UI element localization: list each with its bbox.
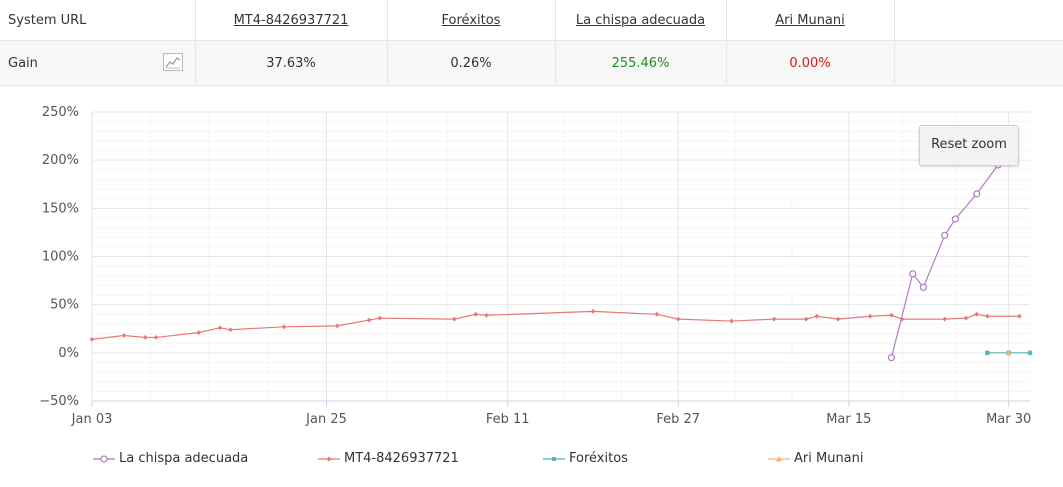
data-point [196, 330, 201, 336]
system-link-ari-munani[interactable]: Ari Munani [775, 12, 845, 28]
series-2 [89, 309, 1022, 342]
system-link-mt4[interactable]: MT4-8426937721 [233, 12, 349, 28]
system-link-cell: Foréxitos [387, 0, 556, 41]
data-point [963, 315, 969, 321]
data-point [941, 231, 949, 239]
series-4 [1005, 349, 1012, 356]
system-url-label: System URL [0, 0, 196, 41]
minor-grid [92, 112, 1030, 401]
data-point [889, 312, 894, 318]
data-point [887, 354, 896, 362]
data-point [483, 312, 489, 318]
data-point [89, 336, 95, 342]
gain-chart: −50% 0% 50% 100% 150% 200% 250% Jan 03 Jan 25 Fe… [39, 105, 1033, 427]
legend: La chispa adecuada MT4-8426937721 Foréxi… [0, 448, 1063, 470]
series-line [890, 164, 999, 358]
reset-zoom-button[interactable]: Reset zoom [919, 125, 1019, 166]
gain-label: Gain [8, 55, 38, 71]
data-point [473, 311, 479, 317]
x-tick-label: Feb 11 [486, 412, 530, 427]
data-point [729, 318, 734, 324]
gain-value-la-chispa: 255.46% [555, 40, 727, 86]
data-point [1005, 349, 1012, 356]
x-axis-labels: Jan 03 Jan 25 Feb 11 Feb 27 Mar 15 Mar 30 [71, 412, 1032, 427]
data-point [654, 311, 660, 317]
data-point [377, 315, 383, 321]
legend-label: La chispa adecuada [119, 451, 249, 466]
y-tick-label: 0% [58, 346, 79, 361]
y-axis-labels: −50% 0% 50% 100% 150% 200% 250% [39, 105, 79, 409]
gain-label-cell: Gain [0, 40, 196, 86]
axes [91, 400, 1030, 407]
x-tick-label: Mar 15 [826, 412, 871, 427]
series-layer [89, 161, 1033, 362]
system-link-cell: La chispa adecuada [555, 0, 727, 41]
data-point [867, 313, 873, 319]
series-line [91, 310, 1020, 340]
data-point [334, 323, 340, 329]
data-point [217, 325, 223, 331]
data-point [919, 283, 928, 291]
data-point [814, 313, 820, 319]
empty-cell [894, 40, 1063, 86]
data-point [899, 316, 905, 322]
data-point [366, 317, 372, 323]
system-link-cell: Ari Munani [726, 0, 895, 41]
legend-label: Foréxitos [569, 451, 628, 466]
data-point [909, 270, 917, 278]
data-point [835, 316, 841, 322]
empty-cell [894, 0, 1063, 41]
comparison-table: System URL MT4-8426937721 Foréxitos La c… [0, 0, 1063, 86]
y-tick-label: 250% [42, 105, 79, 120]
data-point [1027, 350, 1033, 356]
data-point [984, 313, 990, 319]
data-point [675, 316, 681, 322]
gain-value-ari-munani: 0.00% [726, 40, 895, 86]
data-point [803, 316, 809, 322]
chart-line-icon[interactable] [163, 53, 183, 71]
data-point [942, 316, 948, 322]
y-tick-label: 50% [50, 298, 79, 313]
system-url-row: System URL MT4-8426937721 Foréxitos La c… [0, 0, 1063, 41]
x-tick-label: Jan 03 [71, 412, 113, 427]
y-tick-label: 100% [42, 250, 79, 265]
gain-row: Gain 37.63% 0.26% 255.46% 0.00% [0, 40, 1063, 86]
data-point [153, 335, 159, 340]
data-point [985, 350, 990, 356]
system-link-cell: MT4-8426937721 [195, 0, 388, 41]
series-1 [887, 161, 1002, 362]
y-tick-label: −50% [39, 394, 79, 409]
x-tick-label: Feb 27 [656, 412, 700, 427]
data-point [142, 335, 148, 340]
data-point [974, 311, 980, 317]
data-point [452, 316, 457, 322]
gain-value-forexitos: 0.26% [387, 40, 556, 86]
data-point [121, 333, 127, 338]
gain-value-mt4: 37.63% [195, 40, 388, 86]
legend-label: MT4-8426937721 [344, 451, 459, 466]
x-tick-label: Jan 25 [305, 412, 347, 427]
data-point [228, 327, 233, 333]
legend-label: Ari Munani [794, 451, 864, 466]
data-point [771, 316, 777, 322]
data-point [1016, 313, 1022, 319]
data-point [590, 309, 596, 314]
x-tick-label: Mar 30 [986, 412, 1031, 427]
data-point [281, 324, 287, 330]
y-tick-label: 150% [42, 201, 79, 216]
system-link-la-chispa[interactable]: La chispa adecuada [575, 12, 706, 28]
data-point [951, 215, 959, 223]
data-point [973, 190, 981, 198]
system-link-forexitos[interactable]: Foréxitos [441, 12, 501, 28]
y-tick-label: 200% [42, 153, 79, 168]
